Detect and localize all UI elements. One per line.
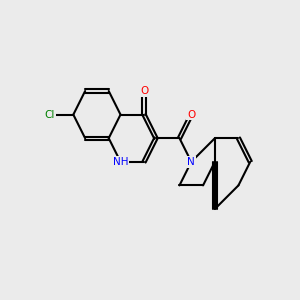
Text: N: N — [188, 157, 195, 167]
Text: O: O — [187, 110, 195, 120]
Text: Cl: Cl — [45, 110, 55, 120]
Text: NH: NH — [113, 157, 128, 167]
Text: O: O — [140, 86, 148, 96]
